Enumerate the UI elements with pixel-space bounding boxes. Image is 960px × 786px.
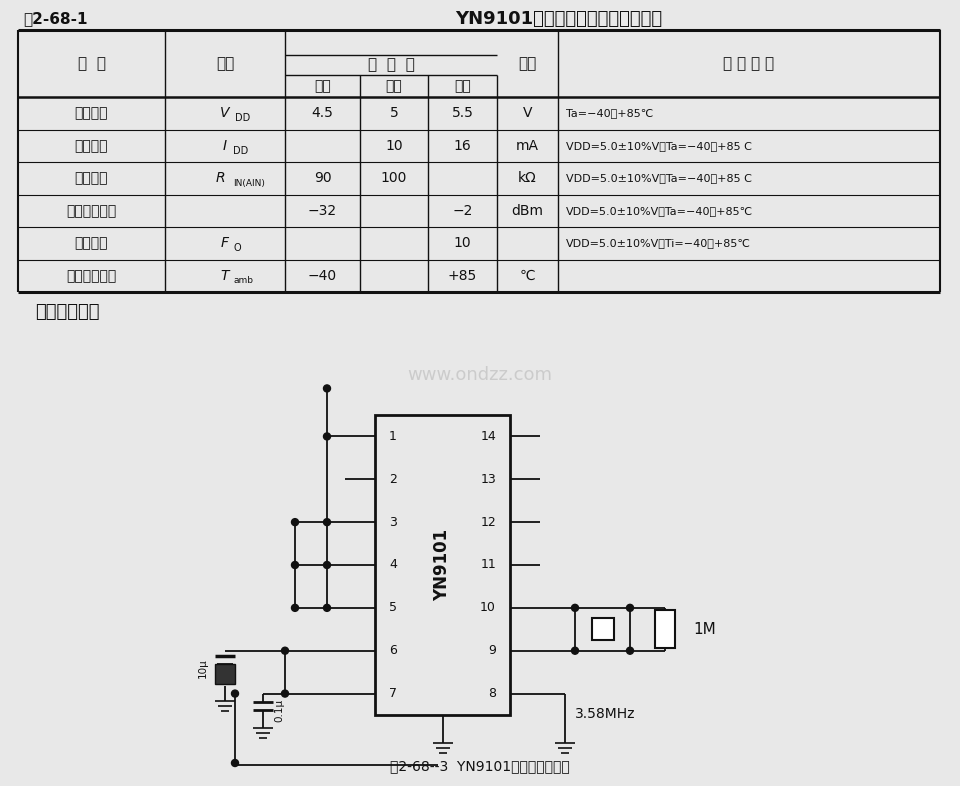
Bar: [655, 610, 675, 648]
Text: 符号: 符号: [216, 56, 234, 71]
Circle shape: [292, 519, 299, 526]
Text: 检测信号电平: 检测信号电平: [66, 204, 116, 218]
Text: www.ondzz.com: www.ondzz.com: [407, 366, 553, 384]
Text: 8: 8: [488, 687, 496, 700]
Text: 表2-68-1: 表2-68-1: [23, 12, 87, 27]
Text: R: R: [215, 171, 225, 185]
Text: −40: −40: [308, 269, 337, 283]
Circle shape: [571, 604, 579, 612]
Text: DD: DD: [235, 113, 251, 123]
Text: −2: −2: [452, 204, 472, 218]
Text: mA: mA: [516, 139, 539, 152]
Text: 10: 10: [454, 237, 471, 250]
Circle shape: [324, 604, 330, 612]
Circle shape: [281, 647, 289, 654]
Text: 13: 13: [480, 473, 496, 486]
Text: T: T: [221, 269, 229, 283]
Text: 10: 10: [480, 601, 496, 615]
Text: 输入阻抗: 输入阻抗: [75, 171, 108, 185]
Circle shape: [292, 561, 299, 568]
Circle shape: [324, 433, 330, 440]
Circle shape: [292, 604, 299, 612]
Text: 1: 1: [389, 430, 396, 443]
Text: amb: amb: [233, 276, 253, 285]
Text: 图2-68--3  YN9101典型应用电路图: 图2-68--3 YN9101典型应用电路图: [390, 759, 570, 773]
Circle shape: [324, 385, 330, 392]
Text: 典型应用电路: 典型应用电路: [35, 303, 100, 321]
Text: VDD=5.0±10%V；Ta=−40～+85 C: VDD=5.0±10%V；Ta=−40～+85 C: [566, 141, 752, 151]
Text: 参  数  值: 参 数 值: [368, 57, 415, 72]
Circle shape: [231, 759, 238, 766]
Text: Ta=−40～+85℃: Ta=−40～+85℃: [566, 108, 653, 118]
Text: F: F: [221, 237, 229, 250]
Text: VDD=5.0±10%V；Ti=−40～+85℃: VDD=5.0±10%V；Ti=−40～+85℃: [566, 238, 751, 248]
Text: −32: −32: [308, 204, 337, 218]
Bar: [375, 415, 510, 715]
Bar: [591, 619, 613, 641]
Text: YN9101电气技术指标符号及参数值: YN9101电气技术指标符号及参数值: [455, 10, 662, 28]
Text: 最小: 最小: [314, 79, 331, 93]
Text: 1M: 1M: [693, 622, 716, 637]
Text: 90: 90: [314, 171, 331, 185]
Text: 名  称: 名 称: [78, 56, 106, 71]
Text: 7: 7: [389, 687, 397, 700]
Text: 典型: 典型: [386, 79, 402, 93]
Text: 0.1μ: 0.1μ: [274, 699, 284, 722]
Text: 最大: 最大: [454, 79, 470, 93]
Text: 2: 2: [389, 473, 396, 486]
Text: 3: 3: [389, 516, 396, 529]
Text: 10μ: 10μ: [198, 659, 208, 678]
Text: VDD=5.0±10%V；Ta=−40～+85 C: VDD=5.0±10%V；Ta=−40～+85 C: [566, 173, 752, 183]
Text: kΩ: kΩ: [518, 171, 537, 185]
Text: V: V: [523, 106, 532, 120]
Text: 100: 100: [381, 171, 407, 185]
Text: 14: 14: [480, 430, 496, 443]
Text: 电源电流: 电源电流: [75, 139, 108, 152]
Text: I: I: [223, 139, 228, 152]
Text: 4.5: 4.5: [312, 106, 333, 120]
Text: 3.58MHz: 3.58MHz: [575, 707, 636, 721]
Text: DD: DD: [233, 145, 249, 156]
Text: 4: 4: [389, 559, 396, 571]
Text: 16: 16: [454, 139, 471, 152]
Text: 扇出能力: 扇出能力: [75, 237, 108, 250]
Circle shape: [324, 519, 330, 526]
Circle shape: [324, 561, 330, 568]
Text: ℃: ℃: [519, 269, 536, 283]
Bar: [215, 663, 235, 684]
Text: dBm: dBm: [512, 204, 543, 218]
Circle shape: [627, 647, 634, 654]
Text: YN9101: YN9101: [434, 529, 451, 601]
Circle shape: [281, 690, 289, 697]
Circle shape: [571, 647, 579, 654]
Text: 10: 10: [385, 139, 403, 152]
Text: 测 试 条 件: 测 试 条 件: [724, 56, 775, 71]
Text: VDD=5.0±10%V；Ta=−40～+85℃: VDD=5.0±10%V；Ta=−40～+85℃: [566, 206, 754, 215]
Text: 9: 9: [488, 645, 496, 657]
Text: 5: 5: [389, 601, 397, 615]
Text: IN(AIN): IN(AIN): [233, 178, 265, 188]
Text: 5.5: 5.5: [451, 106, 473, 120]
Text: V: V: [220, 106, 229, 120]
Text: 6: 6: [389, 645, 396, 657]
Text: 12: 12: [480, 516, 496, 529]
Text: 电源电压: 电源电压: [75, 106, 108, 120]
Text: +85: +85: [448, 269, 477, 283]
Text: 5: 5: [390, 106, 398, 120]
Text: 工作环境温度: 工作环境温度: [66, 269, 116, 283]
Circle shape: [627, 604, 634, 612]
Text: 单位: 单位: [518, 56, 537, 71]
Text: O: O: [233, 243, 241, 253]
Text: 11: 11: [480, 559, 496, 571]
Circle shape: [231, 690, 238, 697]
